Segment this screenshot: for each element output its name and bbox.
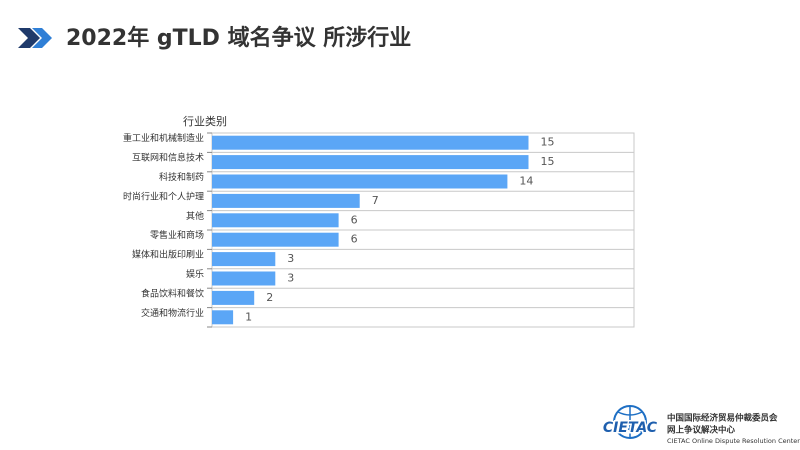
bar [212, 174, 508, 189]
logo-name: 中国国际经济贸易仲裁委员会 [667, 413, 778, 424]
bar [212, 193, 360, 208]
value-label: 7 [372, 194, 379, 207]
category-label: 娱乐 [186, 268, 204, 280]
value-label: 3 [287, 272, 294, 285]
value-label: 3 [287, 252, 294, 265]
category-label: 其他 [186, 210, 204, 222]
chevron [32, 28, 52, 48]
value-label: 14 [519, 175, 533, 188]
category-label: 时尚行业和个人护理 [123, 190, 204, 202]
category-label: 互联网和信息技术 [132, 152, 204, 164]
logo-mark: CIETAC [603, 420, 658, 436]
category-label: 重工业和机械制造业 [123, 132, 204, 144]
bar [212, 213, 339, 228]
bar [212, 290, 255, 305]
bar [212, 310, 234, 325]
category-label: 零售业和商场 [150, 229, 204, 241]
value-label: 6 [351, 233, 358, 246]
bar [212, 232, 339, 247]
logo-lines [614, 406, 646, 438]
logo: CIETAC 中国国际经济贸易仲裁委员会 网上争议解决中心 CIETAC Onl… [601, 405, 800, 445]
category-label: 科技和制药 [159, 171, 204, 183]
axis-title: 行业类别 [183, 114, 227, 128]
plot: 重工业和机械制造业 15 互联网和信息技术 15 科技和制药 14 时尚行业和个人护理 7 其他… [123, 132, 635, 328]
slide-title: 2022年 gTLD 域名争议 所涉行业 [66, 25, 411, 51]
category-label: 食品饮料和餐饮 [141, 287, 204, 299]
value-label: 1 [245, 310, 252, 323]
value-label: 15 [541, 136, 555, 149]
bar [212, 252, 276, 267]
value-label: 2 [266, 291, 273, 304]
bar [212, 135, 529, 150]
chevron [18, 28, 40, 48]
value-label: 6 [351, 213, 358, 226]
value-label: 15 [541, 155, 555, 168]
category-label: 媒体和出版印刷业 [132, 249, 204, 261]
logo-en: CIETAC Online Dispute Resolution Center [667, 437, 800, 445]
bar [212, 155, 529, 170]
category-label: 交通和物流行业 [141, 307, 204, 319]
logo-sub: 网上争议解决中心 [667, 425, 736, 436]
bar [212, 271, 276, 286]
